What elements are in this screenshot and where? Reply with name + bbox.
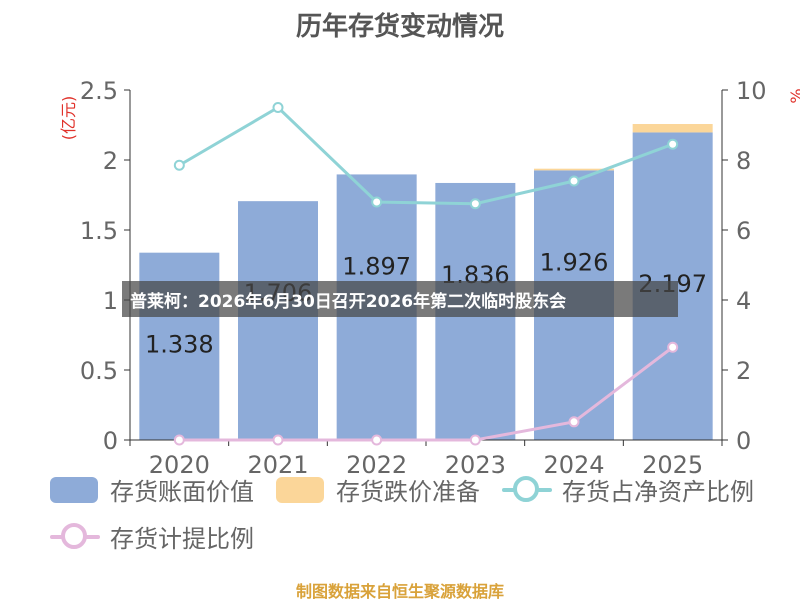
point-provision-ratio-2025[interactable]: [667, 341, 679, 353]
y-left-axis-label: (亿元): [59, 96, 78, 141]
legend-swatch-book-value: [50, 476, 98, 503]
x-tick-label-2025: 2025: [642, 451, 703, 479]
x-tick-label-2020: 2020: [149, 451, 210, 479]
y-left-tick-label: 1.5: [80, 217, 118, 245]
data-label-book-value-2022: 1.897: [342, 252, 411, 280]
point-net-asset-ratio-2020[interactable]: [173, 159, 185, 171]
point-net-asset-ratio-2023[interactable]: [469, 198, 481, 210]
point-net-asset-ratio-2024[interactable]: [568, 175, 580, 187]
x-tick-label-2021: 2021: [247, 451, 308, 479]
legend-label-impairment: 存货跌价准备: [336, 478, 480, 506]
y-right-tick-label: 8: [736, 147, 751, 175]
y-left-tick-label: 1: [103, 287, 118, 315]
x-tick-label-2022: 2022: [346, 451, 407, 479]
point-provision-ratio-2024[interactable]: [568, 416, 580, 428]
data-label-book-value-2024: 1.926: [540, 248, 609, 276]
point-provision-ratio-2021[interactable]: [272, 434, 284, 446]
point-net-asset-ratio-2022[interactable]: [371, 196, 383, 208]
line-provision-ratio: [179, 346, 674, 442]
legend-label-book-value: 存货账面价值: [110, 478, 254, 506]
point-net-asset-ratio-2021[interactable]: [272, 102, 284, 113]
y-right-tick-label: 0: [736, 427, 751, 455]
point-provision-ratio-2020[interactable]: [173, 434, 185, 446]
legend-swatch-impairment: [276, 476, 324, 503]
y-left-tick-label: 0.5: [80, 357, 118, 385]
legend-label-net-asset-ratio: 存货占净资产比例: [562, 478, 754, 506]
data-label-book-value-2020: 1.338: [145, 331, 214, 359]
bar-impairment-2025[interactable]: [632, 124, 713, 133]
y-left-tick-label: 0: [103, 427, 118, 455]
chart-legend-row2: 存货计提比例: [50, 519, 276, 554]
y-left-tick-label: 2.5: [80, 77, 118, 105]
x-tick-label-2023: 2023: [445, 451, 506, 479]
legend-item-net-asset-ratio[interactable]: 存货占净资产比例: [502, 472, 754, 507]
x-tick-label-2024: 2024: [543, 451, 604, 479]
legend-label-provision-ratio: 存货计提比例: [110, 525, 254, 553]
y-left-tick-label: 2: [103, 147, 118, 175]
point-provision-ratio-2022[interactable]: [371, 434, 383, 446]
legend-item-provision-ratio[interactable]: 存货计提比例: [50, 519, 254, 554]
y-right-axis-label: %: [787, 88, 800, 103]
news-overlay-banner[interactable]: 普莱柯：2026年6月30日召开2026年第二次临时股东会: [122, 281, 678, 317]
news-overlay-text: 普莱柯：2026年6月30日召开2026年第二次临时股东会: [130, 292, 567, 312]
legend-swatch-net-asset-ratio: [502, 475, 552, 503]
bar-impairment-2024[interactable]: [534, 168, 614, 171]
chart-title: 历年存货变动情况: [295, 12, 504, 42]
chart-legend: 存货账面价值 存货跌价准备 存货占净资产比例: [50, 472, 776, 507]
y-right-tick-label: 6: [736, 217, 751, 245]
y-right-tick-label: 2: [736, 357, 751, 385]
y-right-tick-label: 4: [736, 287, 751, 315]
line-net-asset-ratio: [178, 105, 674, 206]
point-provision-ratio-2023[interactable]: [469, 434, 481, 446]
point-net-asset-ratio-2025[interactable]: [667, 138, 679, 150]
bar-book-value-2021[interactable]: [238, 201, 318, 440]
legend-item-impairment[interactable]: 存货跌价准备: [276, 472, 480, 507]
y-right-tick-label: 10: [736, 77, 767, 105]
legend-swatch-provision-ratio: [50, 522, 100, 550]
data-source-note: 制图数据来自恒生聚源数据库: [295, 582, 504, 601]
legend-item-book-value[interactable]: 存货账面价值: [50, 472, 254, 507]
